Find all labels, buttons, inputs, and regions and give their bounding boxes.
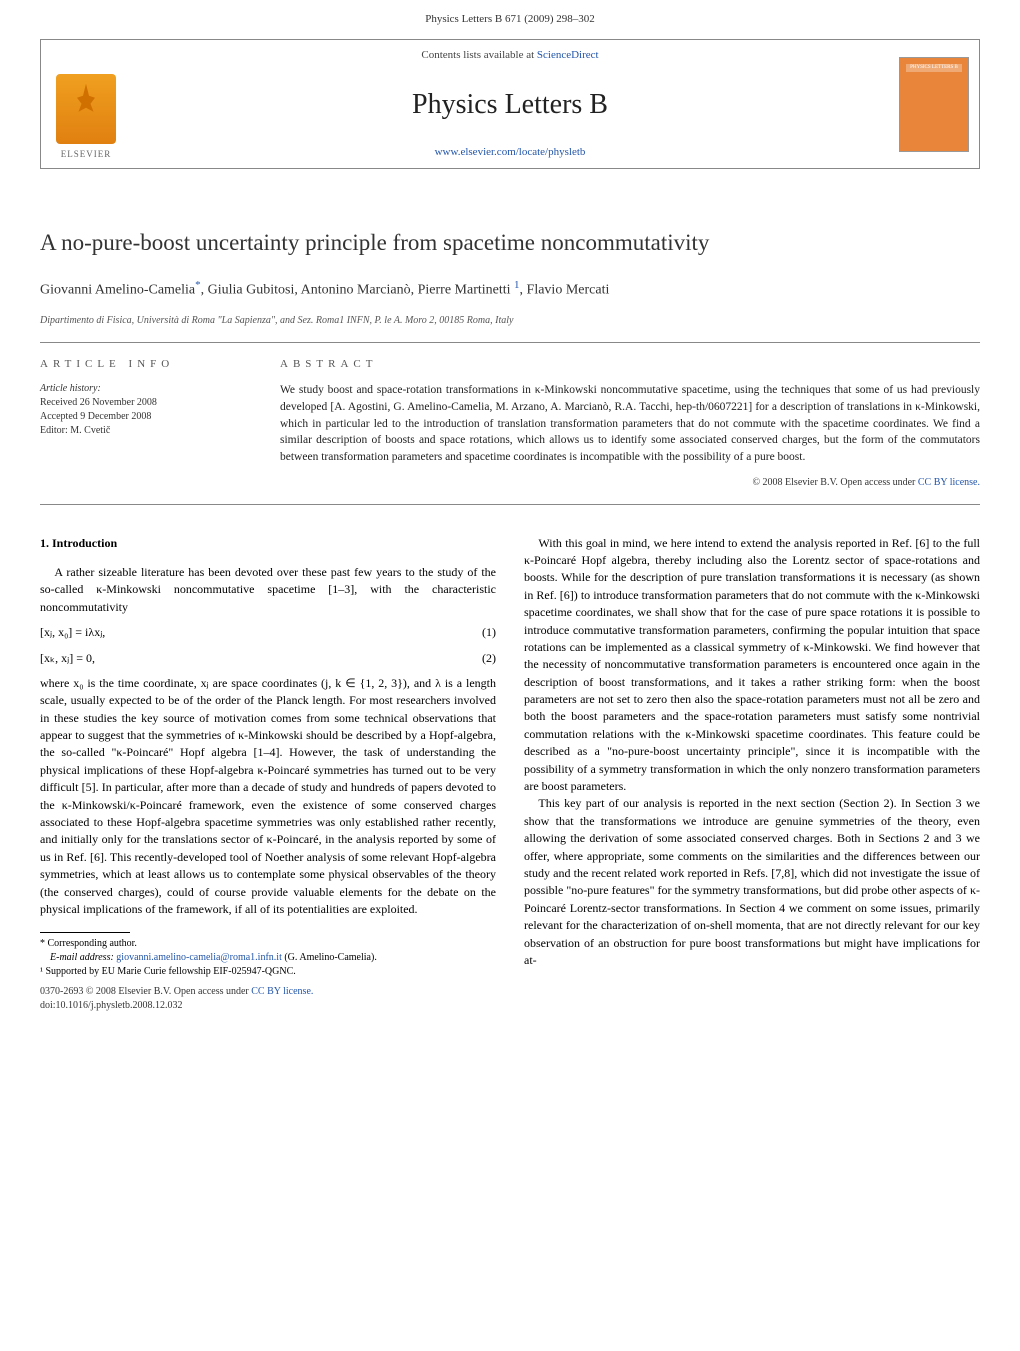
info-abstract-row: article info Article history: Received 2… xyxy=(40,342,980,505)
para-4: This key part of our analysis is reporte… xyxy=(524,795,980,969)
journal-cover-thumb: PHYSICS LETTERS B xyxy=(899,57,969,152)
para-3: With this goal in mind, we here intend t… xyxy=(524,535,980,796)
para-1: A rather sizeable literature has been de… xyxy=(40,564,496,616)
issn-line: 0370-2693 © 2008 Elsevier B.V. xyxy=(40,986,174,997)
footer-license-link[interactable]: CC BY license. xyxy=(251,986,313,997)
eq2-number: (2) xyxy=(482,650,496,667)
abstract-column: abstract We study boost and space-rotati… xyxy=(260,343,980,504)
eq2-content: [xₖ, xⱼ] = 0, xyxy=(40,650,95,667)
para-2: where x₀ is the time coordinate, xⱼ are … xyxy=(40,675,496,918)
authors-middle: , Giulia Gubitosi, Antonino Marcianò, Pi… xyxy=(201,282,511,297)
body-two-column: 1. Introduction A rather sizeable litera… xyxy=(40,535,980,980)
history-editor: Editor: M. Cvetič xyxy=(40,424,240,438)
banner-center: Contents lists available at ScienceDirec… xyxy=(131,40,889,168)
article-main: A no-pure-boost uncertainty principle fr… xyxy=(0,169,1020,979)
page-header: Physics Letters B 671 (2009) 298–302 xyxy=(0,0,1020,39)
article-title: A no-pure-boost uncertainty principle fr… xyxy=(40,227,980,259)
abstract-copyright: © 2008 Elsevier B.V. Open access under C… xyxy=(280,476,980,490)
history-accepted: Accepted 9 December 2008 xyxy=(40,410,240,424)
article-info-label: article info xyxy=(40,357,240,372)
doi-line: doi:10.1016/j.physletb.2008.12.032 xyxy=(40,1000,183,1011)
equation-1: [xⱼ, x₀] = iλxⱼ, (1) xyxy=(40,624,496,641)
authors-last: , Flavio Mercati xyxy=(520,282,610,297)
abstract-label: abstract xyxy=(280,357,980,372)
cover-label: PHYSICS LETTERS B xyxy=(906,64,962,71)
journal-banner: ELSEVIER Contents lists available at Sci… xyxy=(40,39,980,169)
footnote-rule xyxy=(40,932,130,933)
footnote-1: ¹ Supported by EU Marie Curie fellowship… xyxy=(40,965,496,979)
history-received: Received 26 November 2008 xyxy=(40,396,240,410)
header-citation: Physics Letters B 671 (2009) 298–302 xyxy=(425,13,595,25)
footnotes-block: * Corresponding author. E-mail address: … xyxy=(40,937,496,979)
journal-name: Physics Letters B xyxy=(412,85,608,124)
footnote-email: E-mail address: giovanni.amelino-camelia… xyxy=(40,951,496,965)
elsevier-tree-icon xyxy=(56,74,116,144)
author-1: Giovanni Amelino-Camelia xyxy=(40,282,195,297)
cover-thumbnail-block: PHYSICS LETTERS B xyxy=(889,40,979,168)
section-1-heading: 1. Introduction xyxy=(40,535,496,552)
publisher-name: ELSEVIER xyxy=(61,148,112,161)
abstract-text: We study boost and space-rotation transf… xyxy=(280,382,980,465)
footnote-corr: * Corresponding author. xyxy=(40,937,496,951)
journal-homepage-link[interactable]: www.elsevier.com/locate/physletb xyxy=(435,145,586,160)
sciencedirect-link[interactable]: ScienceDirect xyxy=(537,49,599,61)
corr-email-link[interactable]: giovanni.amelino-camelia@roma1.infn.it xyxy=(116,952,282,963)
license-link[interactable]: CC BY license. xyxy=(918,477,980,488)
eq1-number: (1) xyxy=(482,624,496,641)
page-footer: 0370-2693 © 2008 Elsevier B.V. Open acce… xyxy=(0,979,1020,1033)
publisher-logo-block: ELSEVIER xyxy=(41,40,131,168)
contents-available-line: Contents lists available at ScienceDirec… xyxy=(421,48,598,63)
history-label: Article history: xyxy=(40,382,240,396)
author-list: Giovanni Amelino-Camelia*, Giulia Gubito… xyxy=(40,278,980,300)
eq1-content: [xⱼ, x₀] = iλxⱼ, xyxy=(40,624,105,641)
equation-2: [xₖ, xⱼ] = 0, (2) xyxy=(40,650,496,667)
affiliation: Dipartimento di Fisica, Università di Ro… xyxy=(40,314,980,328)
article-info-column: article info Article history: Received 2… xyxy=(40,343,260,504)
